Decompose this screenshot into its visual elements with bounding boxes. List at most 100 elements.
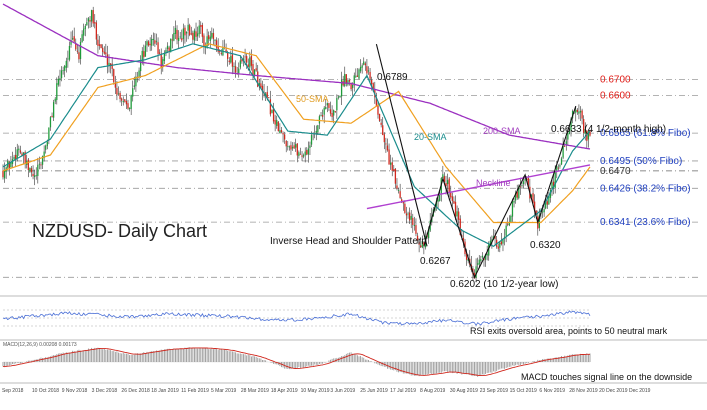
candle-body-173 <box>276 119 278 126</box>
candle-body-124 <box>198 25 200 35</box>
candle-body-96 <box>154 40 156 44</box>
candle-body-203 <box>323 107 325 115</box>
candle-body-132 <box>211 32 213 38</box>
candle-body-51 <box>83 28 85 36</box>
candle-body-269 <box>427 230 430 239</box>
candle-body-368 <box>584 129 586 134</box>
candle-body-102 <box>163 53 166 61</box>
candle-body-71 <box>114 82 116 88</box>
candle-body-122 <box>195 31 197 37</box>
x-tick-label-6: 11 Feb 2019 <box>181 388 209 394</box>
candle-body-147 <box>234 66 237 73</box>
candle-body-370 <box>587 131 590 140</box>
candle-body-205 <box>326 103 329 106</box>
macd-header: MACD(12,26,9) 0.00208 0.00173 <box>3 342 77 348</box>
candle-body-362 <box>575 109 577 113</box>
candle-body-225 <box>358 69 360 79</box>
sma200-label: 200-SMA <box>483 126 521 136</box>
x-tick-label-8: 28 Mar 2019 <box>241 388 269 394</box>
candle-body-214 <box>340 79 343 97</box>
candle-body-332 <box>527 177 529 187</box>
candle-body-210 <box>334 111 336 113</box>
candle-body-72 <box>116 87 118 95</box>
candle-body-39 <box>64 65 66 71</box>
candle-body-8 <box>15 154 17 160</box>
candle-body-285 <box>453 200 455 204</box>
candle-body-224 <box>356 75 359 77</box>
candle-body-353 <box>560 158 563 165</box>
candle-body-55 <box>89 20 91 22</box>
candle-body-152 <box>242 58 245 61</box>
candle-body-232 <box>369 71 371 79</box>
candle-body-118 <box>189 25 191 35</box>
candle-body-59 <box>95 22 98 40</box>
candle-body-344 <box>546 201 548 205</box>
x-tick-label-0: Sep 2018 <box>2 388 24 394</box>
candle-body-327 <box>519 186 522 188</box>
candle-body-158 <box>252 64 254 75</box>
x-tick-label-4: 26 Dec 2018 <box>121 388 150 394</box>
candle-body-323 <box>513 201 515 203</box>
rsi-line <box>2 310 591 327</box>
candle-body-201 <box>320 115 322 116</box>
candle-body-43 <box>70 40 72 45</box>
candle-body-209 <box>333 110 335 116</box>
candle-body-306 <box>486 253 488 256</box>
candle-body-10 <box>18 148 20 151</box>
candle-body-106 <box>170 38 172 53</box>
candle-body-82 <box>132 88 134 97</box>
candle-body-68 <box>109 63 112 66</box>
low-annotation-0-6202: 0.6202 (10 1/2-year low) <box>450 279 558 290</box>
x-tick-label-17: 15 Oct 2019 <box>510 388 537 394</box>
level-label-6: 0.6341 (23.6% Fibo) <box>600 217 691 228</box>
level-label-5: 0.6426 (38.2% Fibo) <box>600 183 691 194</box>
candle-body-110 <box>176 29 178 40</box>
neckline-line <box>366 164 591 210</box>
candle-body-107 <box>171 39 173 41</box>
candle-body-220 <box>350 82 352 90</box>
candle-body-48 <box>78 52 80 60</box>
level-label-1: 0.6600 <box>600 90 631 101</box>
x-tick-label-2: 9 Nov 2018 <box>62 388 88 394</box>
candle-body-335 <box>532 193 534 203</box>
candle-body-125 <box>200 25 202 27</box>
candle-body-286 <box>454 201 457 217</box>
candle-body-308 <box>489 240 491 246</box>
candle-body-193 <box>307 148 310 155</box>
candle-body-97 <box>155 41 158 43</box>
candle-body-371 <box>589 130 591 136</box>
candle-body-208 <box>331 112 333 117</box>
candle-body-183 <box>291 146 294 149</box>
candle-body-80 <box>128 107 131 110</box>
candle-body-54 <box>87 18 90 22</box>
candle-body-226 <box>359 66 362 72</box>
candle-body-280 <box>445 183 447 186</box>
candle-body-161 <box>257 71 259 87</box>
candle-body-350 <box>556 166 558 171</box>
candle-body-244 <box>388 149 390 165</box>
candle-body-217 <box>345 74 347 84</box>
candle-body-7 <box>13 156 15 160</box>
candle-body-86 <box>138 70 140 77</box>
candle-body-248 <box>394 168 397 184</box>
candle-body-289 <box>459 218 461 236</box>
candle-body-313 <box>497 246 499 249</box>
candle-body-88 <box>141 50 143 62</box>
high-annotation-0-6789: 0.6789 <box>377 72 408 83</box>
candle-body-179 <box>285 140 287 147</box>
candle-body-116 <box>185 31 188 34</box>
candle-body-49 <box>79 41 82 59</box>
candle-body-114 <box>182 28 185 39</box>
candle-body-192 <box>306 150 308 155</box>
candle-body-117 <box>187 24 189 31</box>
candle-body-359 <box>570 118 572 131</box>
candle-body-21 <box>35 175 37 177</box>
candle-body-163 <box>260 83 262 88</box>
candle-body-342 <box>543 209 545 213</box>
candle-body-334 <box>530 194 533 197</box>
candle-body-284 <box>451 196 453 201</box>
candle-body-314 <box>499 242 501 248</box>
candle-body-62 <box>100 44 102 48</box>
candle-body-294 <box>467 259 469 261</box>
x-tick-label-14: 8 Aug 2019 <box>420 388 446 394</box>
